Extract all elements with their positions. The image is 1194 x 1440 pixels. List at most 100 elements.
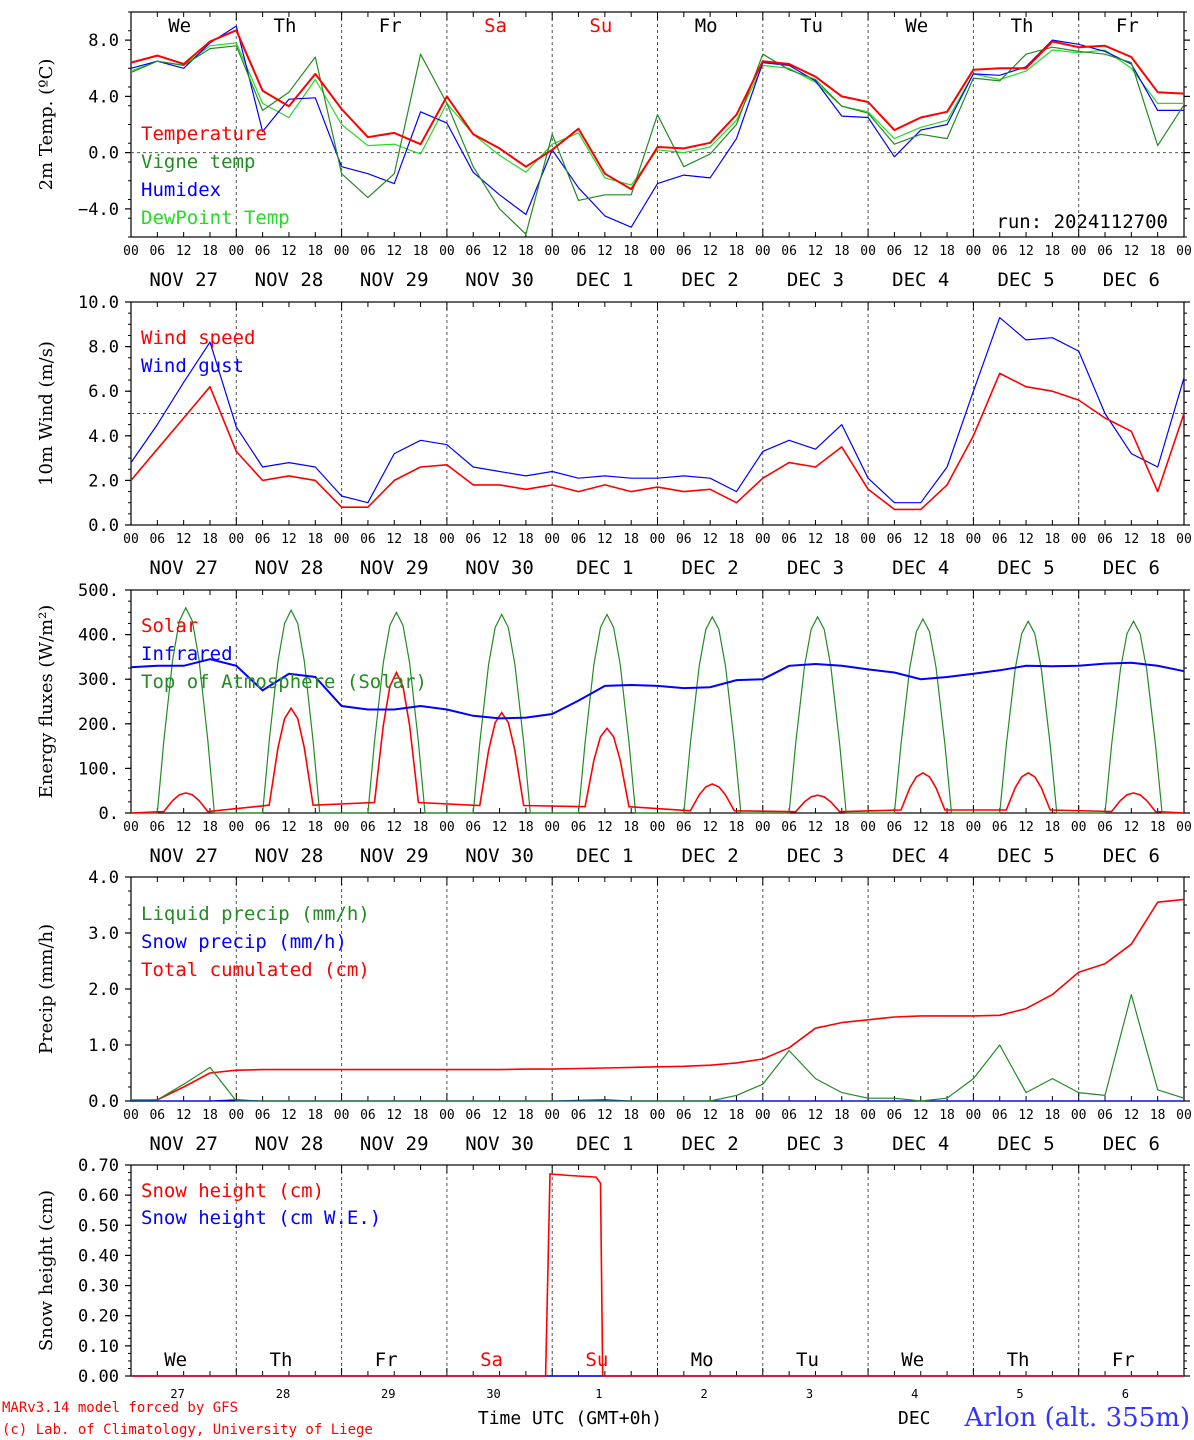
y-tick-label: −4.0 xyxy=(78,200,119,220)
date-label: DEC 6 xyxy=(1103,845,1160,867)
y-tick-label: 200. xyxy=(78,715,119,735)
x-tick-label: 00 xyxy=(123,532,139,547)
x-tick-label: 18 xyxy=(518,1108,534,1123)
date-label: DEC 6 xyxy=(1103,1133,1160,1155)
x-tick-label: 18 xyxy=(202,820,218,835)
x-tick-label: 00 xyxy=(1071,244,1087,259)
date-label: DEC 3 xyxy=(787,269,844,291)
y-tick-label: 0.60 xyxy=(78,1186,119,1206)
x-tick-label: 00 xyxy=(1071,820,1087,835)
date-label: NOV 29 xyxy=(360,845,429,867)
series-line-solar xyxy=(130,670,1185,814)
date-label: DEC 4 xyxy=(892,557,949,579)
x-tick-label: 06 xyxy=(465,532,481,547)
x-tick-label: 12 xyxy=(1018,244,1034,259)
x-tick-label: 18 xyxy=(1045,1108,1061,1123)
y-tick-label: 0. xyxy=(99,804,119,824)
x-tick-label: 12 xyxy=(597,820,613,835)
y-axis-label: 2m Temp. (ºC) xyxy=(36,59,57,191)
x-tick-label: 00 xyxy=(966,244,982,259)
x-tick-label: 00 xyxy=(544,532,560,547)
y-tick-label: 4.0 xyxy=(88,868,119,888)
y-axis-label: Energy fluxes (W/m²) xyxy=(36,605,57,799)
x-tick-label: 12 xyxy=(386,1108,402,1123)
y-tick-label: 300. xyxy=(78,670,119,690)
weekday-label: Fr xyxy=(1112,1349,1135,1371)
x-tick-label: 06 xyxy=(1097,244,1113,259)
y-tick-label: 4.0 xyxy=(88,87,119,107)
day-number-label: 1 xyxy=(595,1387,602,1401)
x-tick-label: 12 xyxy=(913,820,929,835)
series-line-liquid-precip-mm-h- xyxy=(131,994,1185,1102)
x-tick-label: 06 xyxy=(781,244,797,259)
x-tick-label: 18 xyxy=(1045,532,1061,547)
x-tick-label: 18 xyxy=(939,532,955,547)
x-tick-label: 06 xyxy=(676,532,692,547)
x-tick-label: 00 xyxy=(650,244,666,259)
x-tick-label: 18 xyxy=(1150,244,1166,259)
x-tick-label: 06 xyxy=(676,820,692,835)
x-tick-label: 18 xyxy=(729,1108,745,1123)
x-tick-label: 00 xyxy=(439,820,455,835)
x-tick-label: 00 xyxy=(439,244,455,259)
x-tick-label: 18 xyxy=(518,244,534,259)
x-tick-label: 18 xyxy=(307,532,323,547)
date-label: NOV 27 xyxy=(149,845,218,867)
date-label: DEC 5 xyxy=(997,557,1054,579)
x-tick-label: 18 xyxy=(623,820,639,835)
y-tick-label: 3.0 xyxy=(88,924,119,944)
x-tick-label: 12 xyxy=(1018,820,1034,835)
x-tick-label: 18 xyxy=(729,820,745,835)
date-label: NOV 30 xyxy=(465,557,534,579)
x-tick-label: 00 xyxy=(860,532,876,547)
y-tick-label: 500. xyxy=(78,581,119,601)
legend-entry: Temperature xyxy=(141,123,267,145)
x-tick-label: 00 xyxy=(228,1108,244,1123)
date-label: NOV 28 xyxy=(255,1133,324,1155)
series-line-vigne-temp xyxy=(130,45,1185,235)
x-tick-label: 12 xyxy=(913,532,929,547)
x-tick-label: 06 xyxy=(887,244,903,259)
x-tick-label: 00 xyxy=(966,1108,982,1123)
x-tick-label: 12 xyxy=(176,820,192,835)
x-tick-label: 06 xyxy=(465,820,481,835)
x-tick-label: 06 xyxy=(255,244,271,259)
x-tick-label: 06 xyxy=(149,1108,165,1123)
x-tick-label: 06 xyxy=(992,1108,1008,1123)
date-label: NOV 30 xyxy=(465,1133,534,1155)
x-tick-label: 18 xyxy=(623,1108,639,1123)
date-label: DEC 6 xyxy=(1103,269,1160,291)
x-tick-label: 12 xyxy=(808,244,824,259)
x-tick-label: 12 xyxy=(492,1108,508,1123)
date-label: DEC 5 xyxy=(997,1133,1054,1155)
weekday-label: Fr xyxy=(379,15,402,37)
date-label: DEC 4 xyxy=(892,269,949,291)
x-tick-label: 06 xyxy=(465,244,481,259)
date-label: DEC 4 xyxy=(892,845,949,867)
x-tick-label: 06 xyxy=(571,820,587,835)
weekday-label: We xyxy=(168,15,191,37)
x-tick-label: 00 xyxy=(966,820,982,835)
weekday-label: Mo xyxy=(691,1349,714,1371)
x-tick-label: 06 xyxy=(1097,820,1113,835)
date-label: DEC 4 xyxy=(892,1133,949,1155)
y-tick-label: 0.70 xyxy=(78,1156,119,1176)
x-tick-label: 06 xyxy=(149,820,165,835)
x-tick-label: 18 xyxy=(413,1108,429,1123)
weekday-label: Th xyxy=(270,1349,293,1371)
legend-entry: Wind speed xyxy=(141,327,255,349)
x-tick-label: 06 xyxy=(360,532,376,547)
x-tick-label: 00 xyxy=(755,820,771,835)
date-label: DEC 5 xyxy=(997,845,1054,867)
series-line-dewpoint-temp xyxy=(130,42,1184,186)
weekday-label: Th xyxy=(1007,1349,1030,1371)
x-tick-label: 06 xyxy=(571,244,587,259)
x-tick-label: 06 xyxy=(781,1108,797,1123)
x-tick-label: 18 xyxy=(729,532,745,547)
date-label: NOV 29 xyxy=(360,269,429,291)
panel-2: 10.0 8.0 6.0 4.0 2.0 0.0 10m Wind (m/s) 00 06 12 1… xyxy=(36,293,1192,579)
x-tick-label: 06 xyxy=(571,1108,587,1123)
x-tick-label: 12 xyxy=(913,244,929,259)
x-tick-label: 12 xyxy=(1124,244,1140,259)
